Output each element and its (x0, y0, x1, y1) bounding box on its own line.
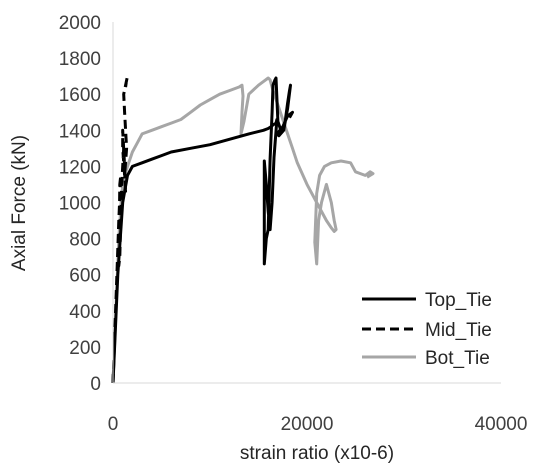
series-layer (111, 76, 375, 384)
axes-layer (112, 22, 501, 384)
y-tick-label: 600 (69, 266, 101, 287)
y-tick-label: 800 (69, 230, 101, 251)
x-axis-title: strain ratio (x10-6) (240, 443, 394, 464)
y-tick-label: 1200 (59, 157, 101, 178)
y-tick-label: 1800 (59, 49, 101, 70)
x-tick-label: 40000 (475, 414, 528, 435)
series-line-top-tie (111, 76, 294, 384)
y-tick-label: 0 (90, 374, 101, 395)
y-tick-label: 2000 (59, 13, 101, 34)
y-axis-title: Axial Force (kN) (9, 135, 30, 271)
y-tick-label: 1400 (59, 121, 101, 142)
legend: Top_Tie Mid_Tie Bot_Tie (362, 290, 492, 369)
y-tick-label: 1600 (59, 85, 101, 106)
x-tick-label: 0 (108, 414, 119, 435)
y-tick-label: 200 (69, 338, 101, 359)
legend-label-bot-tie: Bot_Tie (425, 348, 490, 369)
y-tick-label: 1000 (59, 194, 101, 215)
series-line-bot-tie (111, 76, 375, 384)
legend-label-top-tie: Top_Tie (425, 290, 492, 311)
y-tick-label: 400 (69, 302, 101, 323)
legend-label-mid-tie: Mid_Tie (425, 320, 492, 341)
x-tick-label: 20000 (281, 414, 334, 435)
